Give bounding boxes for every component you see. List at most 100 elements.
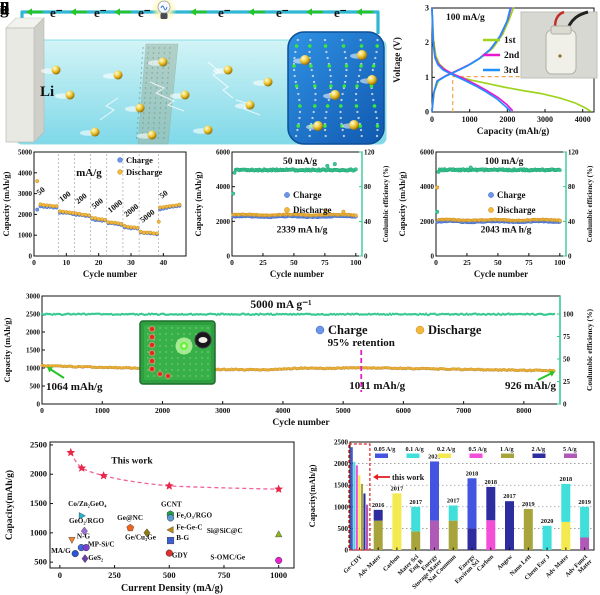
d-legend-discharge: Discharge [293, 205, 332, 215]
f-1064-label: 1064 mAh/g [46, 381, 103, 393]
svg-text:80: 80 [568, 183, 576, 191]
svg-text:1500: 1500 [334, 482, 349, 490]
svg-text:4000: 4000 [216, 183, 231, 191]
svg-text:2000: 2000 [334, 460, 349, 468]
bar-Ge-CDY-2 A/g [363, 493, 366, 551]
g-point-label: Ge@NC [117, 514, 143, 522]
svg-text:0: 0 [32, 258, 36, 267]
h-ylabel: Capacity(mAh/g) [307, 464, 317, 527]
panel-a-battery-schematic: Li e⁻ e⁻ e⁻ e⁻ e⁻ e⁻ [5, 0, 387, 145]
e-ylabel: Capacity (mAh/g) [397, 171, 407, 236]
f-title: 5000 mA g⁻¹ [250, 299, 311, 311]
li-label: Li [40, 84, 54, 100]
plot-frame [49, 441, 295, 569]
svg-text:1000: 1000 [26, 365, 41, 373]
b-ylabel: Voltage (V) [392, 37, 403, 83]
svg-text:2000: 2000 [155, 406, 170, 415]
d-ylabel: Capacity (mAh/g) [193, 171, 203, 236]
e-xlabel: Cycle number [474, 269, 528, 279]
g-point-label: MP-Si/C [88, 541, 115, 549]
e-title: 100 mA/g [485, 157, 524, 167]
bar-Ge-CDY-0.05 A/g [350, 447, 353, 550]
f-legend-discharge: Discharge [428, 323, 482, 337]
g-ylabel: Capacity(mAh/g) [4, 470, 15, 540]
svg-text:750: 750 [218, 570, 231, 580]
d-title: 50 mA/g [283, 157, 317, 167]
c-ylabel: Capacity (mAh/g) [1, 171, 11, 236]
h-year-label: 2020 [428, 453, 441, 460]
g-point-label: GCNT [161, 500, 182, 508]
panel-c-rate-capability-chart: 0 10 20 30 40 0 1000 2000 3000 4000 5000 Cycle numb… [1, 149, 187, 279]
series-1st-charge [431, 7, 515, 112]
c-rate-label: 200 [74, 191, 89, 205]
li-electrode [5, 17, 45, 143]
led-board-photo-inset [139, 320, 216, 385]
f-926-label: 926 mAh/g [505, 380, 557, 392]
h-legend-0.1 A/g: 0.1 A/g [406, 446, 425, 453]
c-rate-label: 50 [158, 188, 170, 200]
h-legend-2 A/g: 2 A/g [532, 446, 546, 453]
svg-text:20: 20 [95, 258, 103, 267]
c-rate-label: 100 [58, 189, 73, 203]
svg-text:75: 75 [563, 333, 571, 341]
svg-text:75: 75 [321, 258, 329, 267]
b-xlabel: Capacity (mAh/g) [477, 126, 550, 137]
electron-flow: e⁻ e⁻ e⁻ e⁻ e⁻ e⁻ [26, 5, 373, 20]
g-point-label: Co/Zn₂GeO₄ [68, 500, 107, 508]
svg-text:0: 0 [434, 258, 438, 267]
svg-text:0: 0 [227, 253, 231, 261]
svg-text:1000: 1000 [95, 406, 110, 415]
bar-Chem Eur J-0.1 A/g [542, 525, 552, 551]
bar-Angew-2 A/g [505, 501, 514, 550]
b-legend-2nd: 2nd [504, 51, 520, 61]
svg-text:500: 500 [163, 570, 176, 580]
bar-Carbon-2 A/g [486, 486, 496, 521]
plot-frame [41, 295, 561, 405]
this-work-star [77, 463, 87, 472]
h-year-label: 2017 [409, 499, 422, 506]
svg-text:120: 120 [364, 149, 375, 157]
c-legend-discharge: Discharge [126, 167, 163, 177]
series-2nd-charge [431, 7, 512, 112]
svg-text:3000: 3000 [26, 293, 41, 301]
svg-text:0: 0 [345, 547, 349, 555]
this-work-trend [70, 452, 279, 490]
g-point-label: Ge/Cu₃Ge [125, 533, 156, 541]
electron-label: e⁻ [50, 5, 63, 20]
svg-text:1000: 1000 [18, 232, 33, 240]
d-xlabel: Cycle number [270, 269, 324, 279]
svg-text:0: 0 [37, 401, 41, 409]
d-y2label: Coulumbic efficiency (%) [382, 165, 390, 242]
svg-text:6000: 6000 [420, 149, 435, 157]
bar-Nano Lett-1 A/g [523, 508, 533, 550]
h-legend-0.5 A/g: 0.5 A/g [469, 446, 488, 453]
bar-Mater Sci Eng B-1 A/g [411, 531, 421, 551]
electron-label: e⁻ [94, 5, 107, 20]
li-ion [135, 103, 145, 113]
bar-Adv Funct Mater-0.1 A/g [580, 506, 590, 538]
svg-text:3000: 3000 [18, 190, 33, 198]
svg-text:2000: 2000 [420, 218, 435, 226]
svg-text:25: 25 [563, 378, 571, 386]
panel-g-comparison-scatter-chart: 0 250 500 750 1000 500 1000 1500 2000 2500 Current… [4, 439, 295, 594]
this-work-star [99, 471, 108, 480]
plot-frame [435, 151, 567, 257]
bar-Adv Mater-1 A/g [373, 520, 383, 551]
li-ion [263, 77, 273, 87]
bar-Mater Sci Eng B-0.1 A/g [411, 506, 421, 532]
svg-text:0: 0 [29, 253, 33, 261]
li-ion [51, 65, 61, 75]
d-legend-charge: Charge [293, 190, 322, 200]
f-retention-label: 95% retention [328, 337, 395, 349]
li-ion [223, 65, 233, 75]
svg-text:2500: 2500 [334, 439, 349, 447]
g-point-label: Fe₂O₃/RGO [176, 511, 212, 519]
svg-text:2500: 2500 [26, 311, 41, 319]
svg-text:8000: 8000 [516, 406, 531, 415]
bar-Ge-CDY-5 A/g [366, 504, 369, 551]
svg-text:0: 0 [568, 253, 572, 261]
b-legend-3rd: 3rd [504, 66, 519, 76]
this-work-star [66, 447, 76, 457]
